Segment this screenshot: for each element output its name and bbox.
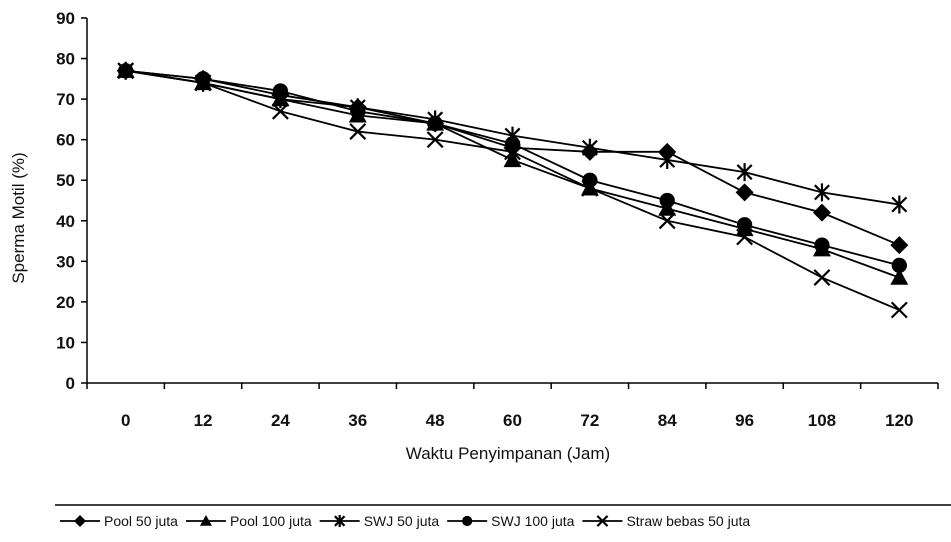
data-point <box>427 115 443 132</box>
x-axis-title: Waktu Penyimpanan (Jam) <box>406 444 610 463</box>
data-point <box>350 103 366 119</box>
series-layer <box>116 61 909 319</box>
data-point <box>812 203 831 222</box>
data-point <box>117 62 135 80</box>
data-point <box>659 150 676 169</box>
legend-label: Straw bebas 50 juta <box>626 513 750 529</box>
data-point <box>814 237 830 253</box>
data-point <box>813 183 830 202</box>
series-line <box>125 69 900 311</box>
data-point <box>813 269 831 286</box>
data-point <box>504 143 521 161</box>
x-tick-label: 108 <box>808 411 836 430</box>
data-point <box>658 212 676 230</box>
y-tick-label: 90 <box>56 9 75 28</box>
data-point <box>890 236 909 255</box>
x-tick-label: 60 <box>503 411 522 430</box>
y-axis-title: Sperma Motil (%) <box>9 152 28 283</box>
y-tick-label: 80 <box>56 50 75 69</box>
y-tick-label: 50 <box>56 171 75 190</box>
y-tick-label: 30 <box>56 252 75 271</box>
legend-marker <box>596 515 609 527</box>
x-tick-label: 24 <box>271 411 290 430</box>
data-point <box>426 131 444 149</box>
data-point <box>194 74 212 92</box>
axes: 0 10 20 30 40 50 60 70 80 90 0 12 24 36 48 60 72 84 96 108 1… <box>56 9 939 430</box>
x-tick-label: 96 <box>735 411 754 430</box>
legend-item: SWJ 50 juta <box>319 513 440 529</box>
y-tick-label: 0 <box>66 374 75 393</box>
data-point <box>736 228 754 246</box>
x-tick-label: 84 <box>658 411 677 430</box>
data-point <box>736 217 753 233</box>
data-point <box>581 138 598 157</box>
series-5 <box>117 62 908 319</box>
data-point <box>272 83 289 99</box>
legend-marker-shape <box>74 515 86 527</box>
data-point <box>736 163 753 182</box>
legend-marker-shape <box>334 515 346 527</box>
x-tick-label: 120 <box>885 411 913 430</box>
data-point <box>891 257 907 274</box>
series-line <box>125 69 900 267</box>
y-tick-label: 10 <box>56 333 75 352</box>
series-line <box>125 69 900 279</box>
data-point <box>735 183 754 202</box>
legend-marker <box>462 515 473 527</box>
legend-marker-shape <box>596 515 609 527</box>
legend-item: Straw bebas 50 juta <box>582 513 750 529</box>
data-point <box>890 268 909 285</box>
legend-item: Pool 100 juta <box>185 513 312 529</box>
x-tick-label: 12 <box>194 411 213 430</box>
y-tick-label: 60 <box>56 131 75 150</box>
data-point <box>890 301 908 319</box>
legend: Pool 50 juta Pool 100 juta SWJ 50 juta SWJ … <box>55 504 951 529</box>
data-point <box>271 102 289 120</box>
legend-label: Pool 50 juta <box>104 513 178 529</box>
legend-label: Pool 100 juta <box>230 513 312 529</box>
y-tick-label: 70 <box>56 90 75 109</box>
legend-item: SWJ 100 juta <box>447 513 575 529</box>
x-tick-label: 0 <box>121 411 130 430</box>
data-point <box>504 136 521 152</box>
x-tick-label: 72 <box>580 411 599 430</box>
data-point <box>581 179 599 197</box>
data-point <box>349 123 367 140</box>
y-tick-label: 20 <box>56 293 75 312</box>
x-tick-label: 48 <box>426 411 445 430</box>
legend-marker-shape <box>462 515 473 527</box>
legend-label: SWJ 100 juta <box>491 513 574 529</box>
data-point <box>659 192 675 209</box>
legend-label: SWJ 50 juta <box>364 513 440 529</box>
data-point <box>891 195 908 214</box>
legend-marker <box>74 515 86 527</box>
data-point <box>503 150 522 168</box>
series-4 <box>118 63 907 274</box>
legend-item: Pool 50 juta <box>60 513 178 529</box>
x-tick-label: 36 <box>348 411 367 430</box>
legend-marker-shape <box>199 515 212 526</box>
legend-marker <box>334 515 346 527</box>
legend-marker <box>199 515 212 526</box>
y-tick-label: 40 <box>56 212 75 231</box>
